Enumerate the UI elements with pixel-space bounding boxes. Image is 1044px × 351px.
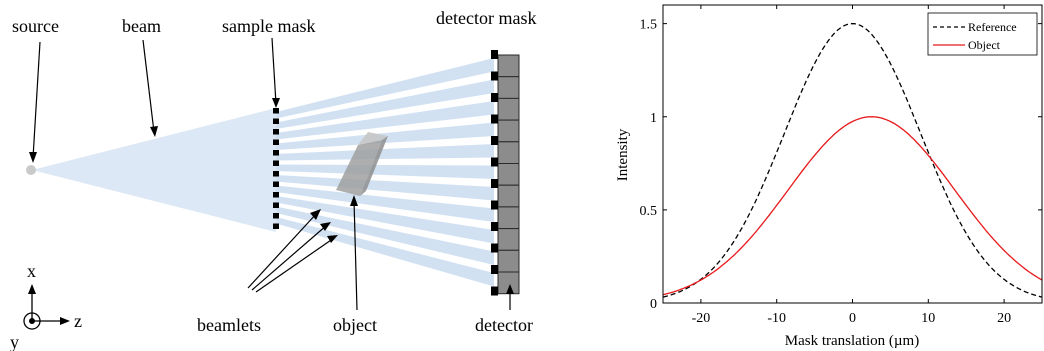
beamlet [276, 175, 494, 201]
sample-mask [273, 108, 279, 229]
axis-z-label: z [74, 311, 82, 331]
x-axis-label: Mask translation (µm) [785, 333, 919, 349]
legend-reference-label: Reference [968, 20, 1017, 34]
series-line-reference [662, 22, 1043, 298]
beamlets-arrow-3 [255, 237, 335, 293]
object-shape [336, 132, 388, 196]
label-beamlets: beamlets [197, 315, 261, 335]
intensity-plot: -20 -10 0 10 20 0 0.5 1 1.5 Mask translation (µ… [615, 4, 1043, 349]
detector-mask-block [491, 50, 498, 59]
detector-mask [491, 50, 498, 296]
beamlets-group [276, 58, 494, 287]
beamlet [276, 101, 494, 140]
beamlet [276, 79, 494, 129]
sample-mask-block [273, 171, 279, 177]
detector-mask-block [491, 265, 498, 274]
detector-pixel [497, 97, 520, 121]
label-object: object [333, 315, 377, 335]
sample-mask-block [273, 192, 279, 198]
sample-mask-block [273, 150, 279, 156]
schematic: source beam sample mask detector mask be… [10, 8, 536, 351]
detector-mask-block [491, 286, 498, 296]
beamlet [276, 58, 494, 119]
x-tick-label: 20 [997, 311, 1011, 326]
x-tick-label: -10 [767, 311, 786, 326]
beamlet [276, 144, 494, 161]
sample-mask-block [273, 213, 279, 219]
detector-pixel [497, 184, 520, 208]
y-tick-label: 0 [650, 297, 657, 312]
detector-mask-block [491, 93, 498, 102]
detector-mask-block [491, 157, 498, 167]
sample-mask-block [273, 160, 279, 166]
series-line-object [662, 116, 1043, 296]
object-arrow [353, 199, 358, 311]
legend-object-label: Object [968, 38, 1001, 52]
detector-pixel [497, 249, 520, 273]
label-source: source [12, 16, 59, 36]
y-tick-label: 0.5 [640, 204, 658, 219]
detector-mask-block [491, 136, 498, 145]
detector-mask-block [491, 200, 498, 210]
detector-mask-block [491, 222, 498, 231]
detector-mask-block [491, 114, 498, 124]
sample-mask-block [273, 108, 279, 114]
detector [497, 54, 520, 295]
detector-mask-block [491, 243, 498, 253]
beamlet [276, 196, 494, 244]
y-ticks: 0 0.5 1 1.5 [640, 18, 1042, 312]
detector-pixel [497, 54, 520, 78]
detector-pixel [497, 206, 520, 230]
sample-mask-arrow [271, 37, 277, 105]
label-detector: detector [475, 315, 533, 335]
x-ticks: -20 -10 0 10 20 [692, 5, 1011, 326]
detector-mask-block [491, 71, 498, 81]
sample-mask-block [273, 129, 279, 135]
label-beam: beam [122, 16, 161, 36]
beamlet [276, 185, 494, 222]
source-arrow [32, 41, 41, 159]
x-tick-label: 10 [921, 311, 935, 326]
x-tick-label: -20 [692, 311, 711, 326]
label-sample-mask: sample mask [222, 16, 315, 36]
detector-pixel [497, 163, 520, 186]
legend: Reference Object [927, 12, 1038, 56]
detector-pixel [497, 119, 520, 143]
beam-arrow [142, 39, 155, 133]
beamlet [276, 164, 494, 179]
axis-y-label: y [10, 332, 19, 351]
sample-mask-block [273, 223, 279, 229]
coordinate-axes [23, 290, 64, 330]
detector-pixel [497, 228, 520, 251]
beamlets-arrow-2 [251, 224, 328, 291]
beamlet [276, 217, 494, 287]
plot-lines [662, 22, 1043, 298]
y-tick-label: 1 [650, 111, 657, 126]
sample-mask-block [273, 118, 279, 124]
sample-mask-block [273, 202, 279, 208]
beam-cone [32, 108, 276, 232]
label-detector-mask: detector mask [436, 8, 536, 28]
sample-mask-block [273, 139, 279, 145]
beamlets-arrow-1 [247, 212, 318, 289]
x-tick-label: 0 [849, 311, 856, 326]
detector-pixel [497, 141, 520, 165]
y-tick-label: 1.5 [640, 18, 658, 33]
detector-mask-block [491, 179, 498, 188]
axis-x-label: x [27, 261, 36, 281]
source-point [26, 165, 36, 175]
beamlet [276, 206, 494, 265]
detector-pixel [497, 76, 520, 99]
y-axis-label: Intensity [615, 128, 631, 181]
sample-mask-block [273, 181, 279, 187]
